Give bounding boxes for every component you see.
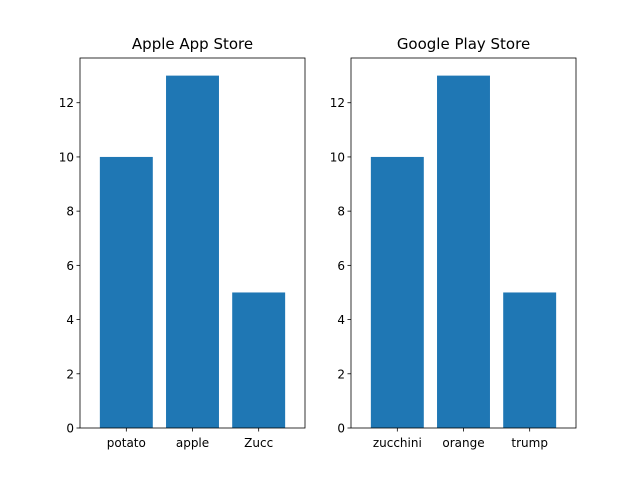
y-tick-label: 12 bbox=[330, 96, 345, 110]
y-tick-label: 0 bbox=[337, 422, 345, 436]
bar-trump bbox=[503, 292, 557, 428]
bar-zucchini bbox=[370, 156, 424, 428]
y-tick-label: 4 bbox=[66, 313, 74, 327]
x-tick-label: zucchini bbox=[373, 436, 422, 450]
bar-orange bbox=[437, 75, 490, 428]
y-tick-label: 0 bbox=[66, 422, 74, 436]
y-tick-label: 8 bbox=[66, 205, 74, 219]
x-tick-label: Zucc bbox=[244, 436, 273, 450]
chart-title: Google Play Store bbox=[397, 35, 530, 53]
bar-zucc bbox=[232, 292, 286, 428]
y-tick-label: 10 bbox=[59, 150, 74, 164]
chart-google-play-store: Google Play Store 0 2 4 6 8 10 12 zucchini orang… bbox=[330, 35, 577, 450]
bar-apple bbox=[166, 75, 219, 428]
x-tick-label: potato bbox=[107, 436, 146, 450]
x-tick-label: apple bbox=[176, 436, 209, 450]
y-tick-label: 10 bbox=[330, 150, 345, 164]
bar-potato bbox=[99, 156, 153, 428]
y-tick-label: 12 bbox=[59, 96, 74, 110]
y-tick-label: 2 bbox=[66, 367, 74, 381]
chart-title: Apple App Store bbox=[132, 35, 253, 53]
chart-apple-app-store: Apple App Store 0 2 4 6 8 10 12 potato apple Zucc bbox=[59, 35, 306, 450]
y-tick-label: 6 bbox=[66, 259, 74, 273]
y-tick-label: 6 bbox=[337, 259, 345, 273]
y-tick-label: 2 bbox=[337, 367, 345, 381]
x-tick-label: trump bbox=[511, 436, 548, 450]
x-tick-label: orange bbox=[442, 436, 484, 450]
y-tick-label: 8 bbox=[337, 205, 345, 219]
y-tick-label: 4 bbox=[337, 313, 345, 327]
